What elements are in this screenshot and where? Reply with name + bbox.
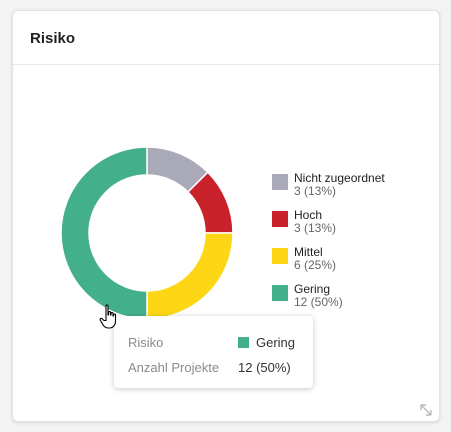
legend-item-mittel[interactable]: Mittel 6 (25%) <box>272 245 432 282</box>
tooltip-color-swatch <box>238 337 249 348</box>
legend-value: 6 (25%) <box>294 258 337 272</box>
card-header: Risiko <box>13 11 439 65</box>
donut-slice-gering[interactable] <box>60 146 148 320</box>
legend-swatch <box>272 285 288 301</box>
legend-swatch <box>272 211 288 227</box>
legend-value: 3 (13%) <box>294 184 337 198</box>
resize-diagonal-icon[interactable] <box>419 403 433 417</box>
legend-label: Nicht zugeordnet <box>294 171 385 185</box>
legend-swatch <box>272 174 288 190</box>
tooltip-count-label: Anzahl Projekte <box>128 360 220 375</box>
tooltip-count-value: 12 (50%) <box>238 360 291 375</box>
legend-label: Mittel <box>294 245 323 259</box>
chart-tooltip: Risiko Gering Anzahl Projekte 12 (50%) <box>114 316 313 388</box>
legend-item-hoch[interactable]: Hoch 3 (13%) <box>272 208 432 245</box>
legend-item-nicht-zugeordnet[interactable]: Nicht zugeordnet 3 (13%) <box>272 171 432 208</box>
chart-legend: Nicht zugeordnet 3 (13%) Hoch 3 (13%) Mi… <box>272 171 432 319</box>
tooltip-risk-value: Gering <box>256 335 296 350</box>
tooltip-risk-label: Risiko <box>128 335 164 350</box>
donut-slice-mittel[interactable] <box>146 232 234 320</box>
legend-value: 12 (50%) <box>294 295 343 309</box>
card-title: Risiko <box>30 30 76 47</box>
risk-card: Risiko Nicht zugeordnet 3 (13%) Hoch 3 (… <box>12 10 440 422</box>
legend-label: Hoch <box>294 208 323 222</box>
legend-value: 3 (13%) <box>294 221 337 235</box>
legend-swatch <box>272 248 288 264</box>
donut-chart[interactable] <box>13 11 263 341</box>
legend-label: Gering <box>294 282 331 296</box>
legend-item-gering[interactable]: Gering 12 (50%) <box>272 282 432 319</box>
